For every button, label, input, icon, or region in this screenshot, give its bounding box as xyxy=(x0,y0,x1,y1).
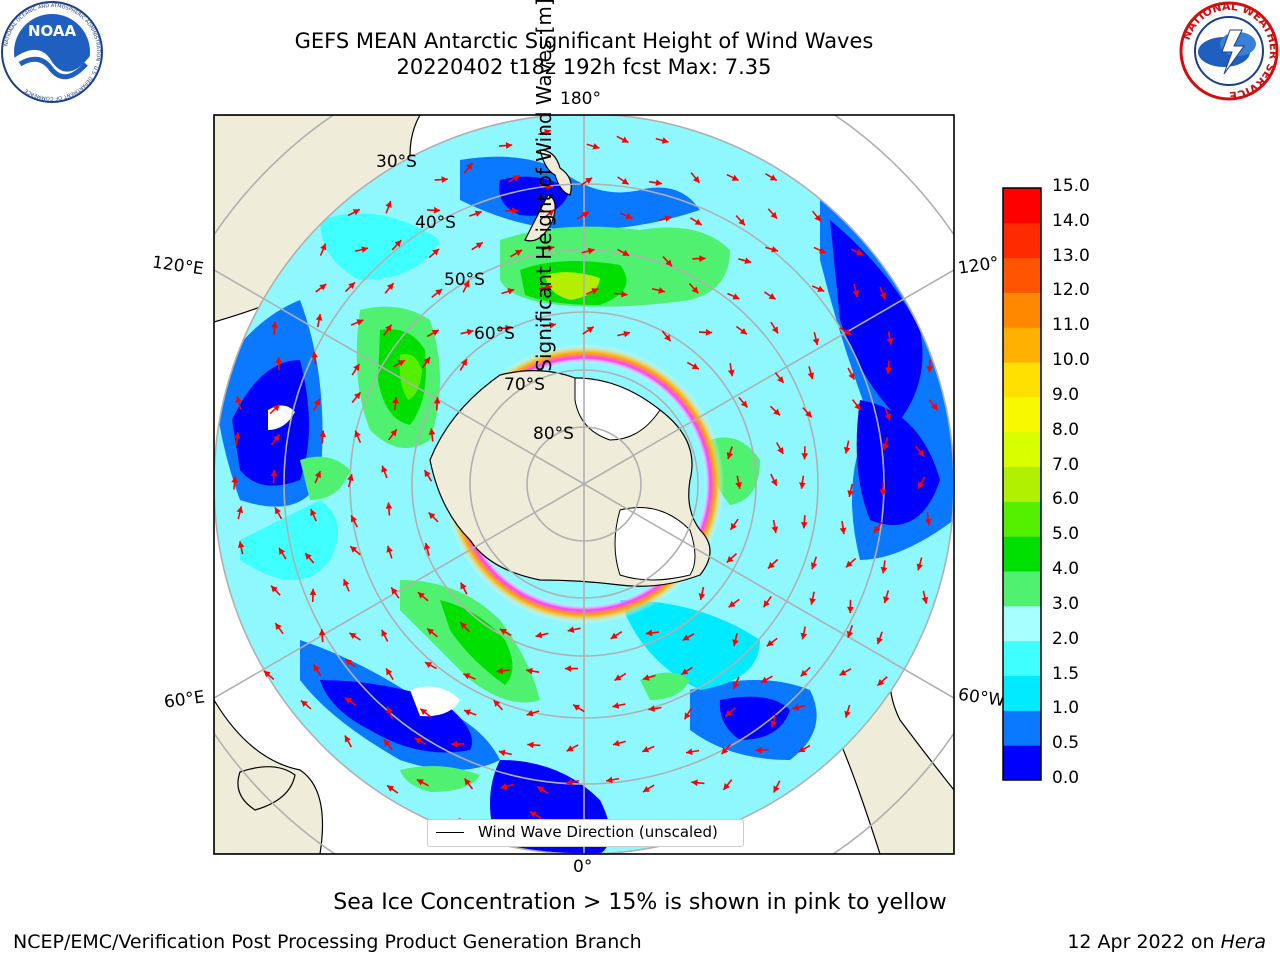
colorbar-tick-label: 4.0 xyxy=(1052,559,1079,579)
colorbar-tick-label: 0.0 xyxy=(1052,768,1079,788)
footer-date-text: 12 Apr 2022 on xyxy=(1067,931,1220,953)
colorbar-tick-label: 14.0 xyxy=(1052,211,1090,231)
sea-ice-note: Sea Ice Concentration > 15% is shown in … xyxy=(0,890,1280,915)
footer-credit: NCEP/EMC/Verification Post Processing Pr… xyxy=(13,931,642,953)
colorbar-tick-label: 1.5 xyxy=(1052,664,1079,684)
lon-label-0: 0° xyxy=(573,857,592,877)
colorbar-tick-label: 15.0 xyxy=(1052,176,1090,196)
colorbar-tick-label: 12.0 xyxy=(1052,280,1090,300)
colorbar-tick-label: 3.0 xyxy=(1052,594,1079,614)
colorbar-tick-label: 7.0 xyxy=(1052,455,1079,475)
colorbar-band xyxy=(1003,362,1041,397)
colorbar-label: Significant Height of Wind Waves [m] xyxy=(530,0,558,485)
colorbar-tick-label: 10.0 xyxy=(1052,350,1090,370)
colorbar-band xyxy=(1003,467,1041,502)
colorbar-tick-label: 5.0 xyxy=(1052,524,1079,544)
colorbar-band xyxy=(1003,676,1041,711)
colorbar-tick-label: 2.0 xyxy=(1052,629,1079,649)
colorbar-band xyxy=(1003,397,1041,432)
colorbar-band xyxy=(1003,606,1041,641)
colorbar-tick-label: 11.0 xyxy=(1052,315,1090,335)
colorbar-band xyxy=(1003,710,1041,745)
legend-label: Wind Wave Direction (unscaled) xyxy=(478,823,718,841)
footer-date: 12 Apr 2022 on Hera xyxy=(1067,931,1266,953)
colorbar-tick-label: 6.0 xyxy=(1052,489,1079,509)
colorbar-tick-label: 1.0 xyxy=(1052,698,1079,718)
colorbar-band xyxy=(1003,432,1041,467)
colorbar xyxy=(1002,187,1042,781)
colorbar-band xyxy=(1003,536,1041,571)
colorbar-band xyxy=(1003,188,1041,223)
colorbar-band xyxy=(1003,501,1041,536)
colorbar-band xyxy=(1003,258,1041,293)
colorbar-band xyxy=(1003,292,1041,327)
footer-machine: Hera xyxy=(1221,931,1266,953)
colorbar-tick-label: 13.0 xyxy=(1052,246,1090,266)
colorbar-band xyxy=(1003,571,1041,606)
colorbar-tick-label: 9.0 xyxy=(1052,385,1079,405)
lon-label-180: 180° xyxy=(560,89,601,109)
colorbar-band xyxy=(1003,641,1041,676)
colorbar-band xyxy=(1003,327,1041,362)
lat-label-60s: 60°S xyxy=(474,324,515,344)
lat-label-40s: 40°S xyxy=(415,213,456,233)
colorbar-tick-label: 8.0 xyxy=(1052,420,1079,440)
lat-label-30s: 30°S xyxy=(376,152,417,172)
colorbar-band xyxy=(1003,223,1041,258)
lat-label-50s: 50°S xyxy=(444,270,485,290)
colorbar-ticks: 0.0 0.5 1.0 1.5 2.0 3.0 4.0 5.0 6.0 7.0 8.0 9.0 10.0… xyxy=(1052,180,1112,790)
map-legend: Wind Wave Direction (unscaled) xyxy=(427,819,744,847)
colorbar-band xyxy=(1003,745,1041,780)
colorbar-tick-label: 0.5 xyxy=(1052,733,1079,753)
legend-line-swatch xyxy=(436,832,464,833)
